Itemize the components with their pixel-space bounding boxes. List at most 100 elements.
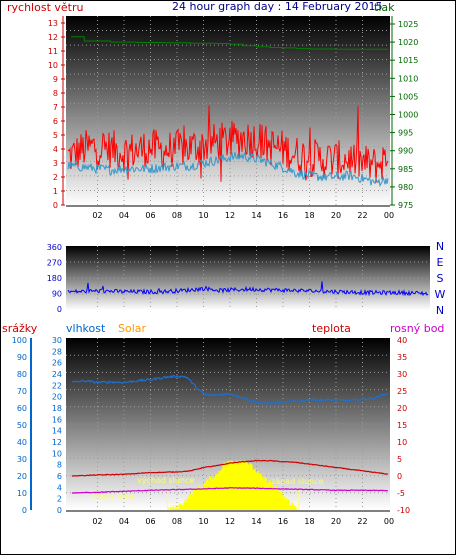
rain-tick-label: 60 — [17, 404, 27, 413]
humidity-tick-label: 24 — [52, 370, 62, 379]
compass-label-s: S — [437, 272, 444, 285]
wind-tick-label: 3 — [53, 159, 58, 168]
hour-tick-label: 12 — [225, 211, 235, 220]
grid-layer — [66, 16, 430, 510]
hour-tick-label: 20 — [331, 517, 341, 526]
pressure-label: tlak — [374, 1, 395, 14]
hour-tick-label: 06 — [145, 517, 155, 526]
series-temp-teplota — [71, 459, 389, 477]
humidity-tick-label: 16 — [52, 415, 62, 424]
temperature-tick-label: 25 — [397, 387, 407, 396]
humidity-tick-label: 6 — [57, 472, 62, 481]
pressure-tick-label: 1010 — [398, 74, 418, 83]
hour-tick-label: 08 — [172, 211, 182, 220]
wind-tick-label: 6 — [53, 117, 58, 126]
temperature-tick-label: 20 — [397, 404, 407, 413]
pressure-tick-label: 990 — [398, 147, 413, 156]
humidity-label: vlhkost — [66, 322, 106, 335]
rain-tick-label: 20 — [17, 472, 27, 481]
rain-tick-label: 90 — [17, 353, 27, 362]
rain-tick-label: 10 — [17, 489, 27, 498]
humidity-tick-label: 18 — [52, 404, 62, 413]
hour-tick-label: 22 — [357, 211, 367, 220]
pressure-tick-label: 995 — [398, 129, 413, 138]
wind-tick-label: 5 — [53, 131, 58, 140]
rain-tick-label: 100 — [12, 336, 27, 345]
hour-tick-label: 22 — [357, 517, 367, 526]
humidity-tick-label: 2 — [57, 495, 62, 504]
hour-tick-label: 18 — [304, 211, 314, 220]
wind-tick-label: 9 — [53, 75, 58, 84]
hour-tick-label: 10 — [198, 211, 208, 220]
temperature-label: teplota — [312, 322, 351, 335]
hour-tick-label: 16 — [278, 211, 288, 220]
wind-tick-label: 10 — [48, 61, 58, 70]
temperature-tick-label: 30 — [397, 370, 407, 379]
rain-tick-label: 70 — [17, 387, 27, 396]
wind-tick-label: 0 — [53, 201, 58, 210]
rain-tick-label: 40 — [17, 438, 27, 447]
temperature-tick-label: -5 — [397, 489, 405, 498]
pressure-tick-label: 1015 — [398, 56, 418, 65]
direction-tick-label: 180 — [47, 274, 62, 283]
pressure-tick-label: 1005 — [398, 92, 418, 101]
humidity-tick-label: 30 — [52, 336, 62, 345]
humidity-tick-label: 22 — [52, 381, 62, 390]
rain-tick-label: 0 — [22, 506, 27, 515]
temperature-tick-label: 40 — [397, 336, 407, 345]
temperature-tick-label: -10 — [397, 506, 410, 515]
axis-layer: 0123456789101112139759809859909951000100… — [12, 16, 446, 526]
pressure-tick-label: 1020 — [398, 38, 418, 47]
compass-label-n: N — [436, 240, 444, 253]
series-humidity-vlhkost — [71, 374, 389, 406]
sunset-annotation: západ slunce — [271, 477, 324, 486]
direction-tick-label: 360 — [47, 243, 62, 252]
sunrise-annotation: východ slunce — [137, 476, 194, 485]
hour-tick-label: 02 — [92, 211, 102, 220]
hour-tick-label: 00 — [384, 517, 394, 526]
solar-layer — [167, 460, 300, 510]
hour-tick-label: 00 — [384, 211, 394, 220]
hour-tick-label: 10 — [198, 517, 208, 526]
compass-label-w: W — [435, 288, 446, 301]
pressure-tick-label: 1025 — [398, 20, 418, 29]
wind-tick-label: 12 — [48, 33, 58, 42]
wind-series-line-2 — [71, 36, 389, 50]
moon-rise-annotation: Moon Rise — [92, 492, 133, 501]
solar-label: Solar — [118, 322, 147, 335]
wind-chart-plot-area — [66, 16, 390, 205]
rain-tick-label: 30 — [17, 455, 27, 464]
temperature-tick-label: 10 — [397, 438, 407, 447]
direction-series-line — [67, 281, 429, 297]
rain-tick-label: 50 — [17, 421, 27, 430]
direction-tick-label: 90 — [52, 290, 62, 299]
wind-tick-label: 4 — [53, 145, 58, 154]
pressure-tick-label: 975 — [398, 201, 413, 210]
humidity-tick-label: 20 — [52, 393, 62, 402]
wind-tick-label: 7 — [53, 103, 58, 112]
pressure-tick-label: 985 — [398, 165, 413, 174]
wind-series-line-0 — [67, 105, 389, 183]
humidity-tick-label: 14 — [52, 427, 62, 436]
hour-tick-label: 08 — [172, 517, 182, 526]
hour-tick-label: 04 — [119, 517, 129, 526]
temperature-tick-label: 0 — [397, 472, 402, 481]
humidity-tick-label: 4 — [57, 483, 62, 492]
humidity-tick-label: 12 — [52, 438, 62, 447]
humidity-tick-label: 8 — [57, 461, 62, 470]
hour-tick-label: 20 — [331, 211, 341, 220]
wind-tick-label: 1 — [53, 187, 58, 196]
wind-tick-label: 8 — [53, 89, 58, 98]
wind-series-line-1 — [67, 151, 389, 188]
direction-tick-label: 0 — [57, 305, 62, 314]
hour-tick-label: 18 — [304, 517, 314, 526]
hour-tick-label: 06 — [145, 211, 155, 220]
rain-label: srážky — [2, 322, 38, 335]
pressure-tick-label: 980 — [398, 183, 413, 192]
hour-tick-label: 04 — [119, 211, 129, 220]
series-layer — [67, 36, 429, 494]
temperature-tick-label: 35 — [397, 353, 407, 362]
humidity-tick-label: 0 — [57, 506, 62, 515]
